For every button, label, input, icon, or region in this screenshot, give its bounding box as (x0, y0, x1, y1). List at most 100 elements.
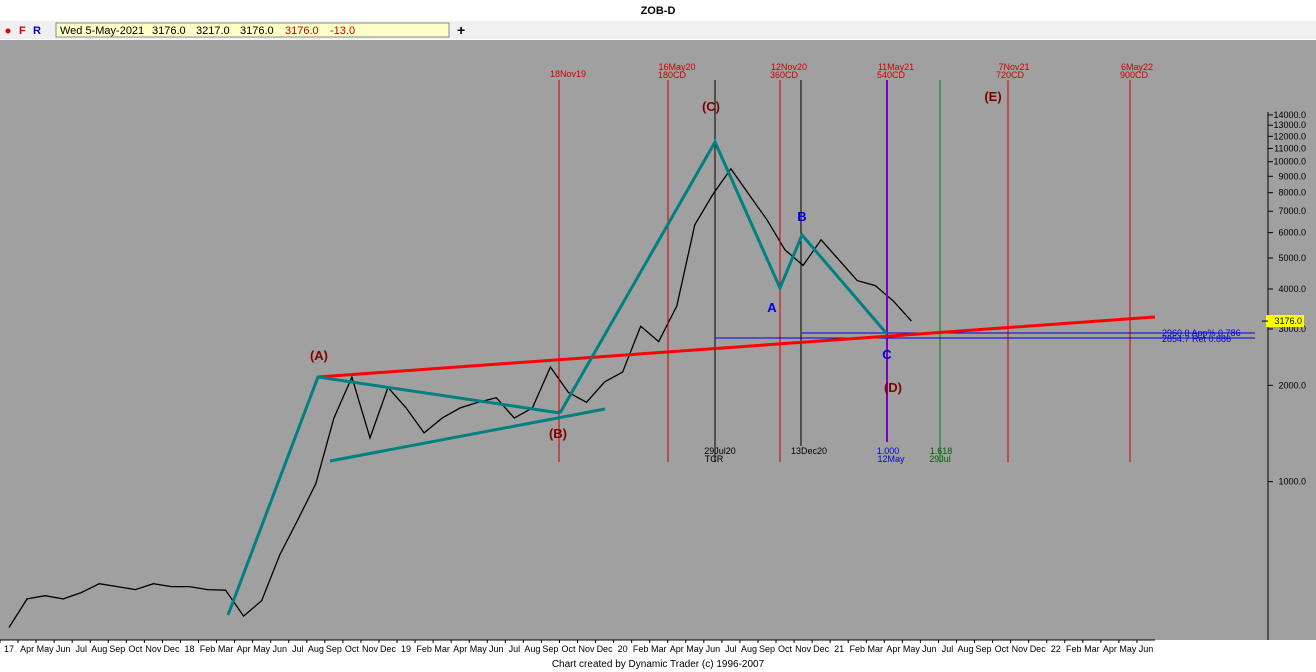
quote-close: 3176.0 (285, 25, 319, 37)
x-tick-label: Nov (1012, 644, 1029, 654)
x-tick-label: 18 (184, 644, 194, 654)
wave-label: (A) (310, 348, 328, 363)
price-line (8, 167, 912, 628)
level-label: 2960.0 App% 0.786 (1162, 328, 1241, 338)
time-label: 1.618 (930, 446, 953, 456)
x-tick-label: Feb (1066, 644, 1082, 654)
x-tick-label: May (253, 644, 271, 654)
y-tick-label: 9000.0 (1278, 171, 1306, 181)
x-tick-label: May (903, 644, 921, 654)
x-tick-label: Feb (200, 644, 216, 654)
y-tick-label: 13000.0 (1273, 120, 1306, 130)
button-f[interactable]: F (19, 25, 26, 37)
time-label: 18Nov19 (550, 69, 586, 79)
x-tick-label: Oct (345, 644, 360, 654)
x-tick-label: May (470, 644, 488, 654)
x-tick-label: Dec (163, 644, 180, 654)
wave-line (226, 375, 561, 616)
time-label: 720CD (996, 70, 1025, 80)
x-tick-label: Jul (942, 644, 954, 654)
x-tick-label: Mar (218, 644, 234, 654)
wave-label: B (797, 209, 806, 224)
x-tick-label: Nov (579, 644, 596, 654)
x-tick-label: Mar (651, 644, 667, 654)
x-tick-label: Sep (109, 644, 125, 654)
x-tick-label: Oct (778, 644, 793, 654)
x-tick-label: May (686, 644, 704, 654)
x-tick-label: Sep (976, 644, 992, 654)
wave-label: (C) (702, 99, 720, 114)
x-tick-label: Dec (597, 644, 614, 654)
time-label: 16May20 (658, 62, 695, 72)
x-tick-label: Sep (326, 644, 342, 654)
time-label: 11May21 (878, 62, 914, 72)
y-tick-label: 3000.0 (1278, 324, 1306, 334)
time-label: 12Nov20 (771, 62, 807, 72)
y-tick-label: 10000.0 (1273, 157, 1306, 167)
time-label: 180CD (658, 70, 687, 80)
x-tick-label: Apr (670, 644, 684, 654)
x-tick-label: Oct (561, 644, 576, 654)
x-tick-label: Nov (362, 644, 379, 654)
quote-date: Wed 5-May-2021 (60, 25, 144, 37)
footer: Chart created by Dynamic Trader (c) 1996… (552, 659, 765, 670)
x-tick-label: Feb (849, 644, 865, 654)
y-tick-label: 8000.0 (1278, 188, 1306, 198)
time-label: 540CD (877, 70, 906, 80)
x-tick-label: Sep (542, 644, 558, 654)
time-label: TCR (705, 454, 724, 464)
plot-bg (0, 40, 1316, 640)
x-tick-label: May (1119, 644, 1137, 654)
x-tick-label: Mar (1084, 644, 1100, 654)
y-tick-label: 11000.0 (1274, 143, 1306, 153)
x-tick-label: Aug (524, 644, 540, 654)
x-tick-label: 19 (401, 644, 411, 654)
x-tick-label: Oct (995, 644, 1010, 654)
x-tick-label: Nov (145, 644, 162, 654)
x-tick-label: Jul (292, 644, 304, 654)
x-tick-label: Jun (922, 644, 937, 654)
time-label: 7Nov21 (998, 62, 1029, 72)
time-label: 360CD (770, 70, 799, 80)
quote-box (55, 22, 450, 38)
y-tick-label: 2000.0 (1278, 380, 1306, 390)
time-label: 29Jul20 (704, 446, 736, 456)
x-tick-label: Mar (868, 644, 884, 654)
x-tick-label: Jul (725, 644, 737, 654)
wave-label: (B) (549, 426, 567, 441)
quote-open: 3176.0 (152, 25, 186, 37)
record-dot[interactable] (5, 28, 11, 34)
time-label: 13Dec20 (791, 446, 827, 456)
button-r[interactable]: R (33, 25, 41, 37)
y-tick-label: 4000.0 (1278, 284, 1306, 294)
time-label: 29Jul (929, 454, 951, 464)
trend-line (317, 315, 1156, 379)
x-tick-label: Apr (20, 644, 34, 654)
x-tick-label: Feb (416, 644, 432, 654)
y-tick-label: 12000.0 (1273, 131, 1306, 141)
wave-line (329, 407, 606, 463)
time-label: 1.000 (877, 446, 900, 456)
last-price-box (1266, 315, 1304, 328)
x-tick-label: Aug (958, 644, 974, 654)
x-tick-label: Jun (56, 644, 71, 654)
x-tick-label: 17 (4, 644, 14, 654)
x-tick-label: Jul (509, 644, 521, 654)
y-tick-label: 7000.0 (1278, 206, 1306, 216)
x-tick-label: Jul (75, 644, 87, 654)
window-title: ZOB-D (641, 5, 676, 17)
x-tick-label: 22 (1051, 644, 1061, 654)
x-tick-label: Oct (128, 644, 143, 654)
x-tick-label: Apr (886, 644, 900, 654)
x-tick-label: Aug (91, 644, 107, 654)
wave-line (558, 138, 889, 414)
x-tick-label: Mar (434, 644, 450, 654)
x-tick-label: Apr (1103, 644, 1117, 654)
add-button[interactable]: + (457, 22, 465, 38)
x-tick-label: Sep (759, 644, 775, 654)
wave-label: A (767, 300, 777, 315)
x-tick-label: Jun (272, 644, 287, 654)
x-tick-label: Apr (237, 644, 251, 654)
y-tick-label: 6000.0 (1278, 228, 1306, 238)
